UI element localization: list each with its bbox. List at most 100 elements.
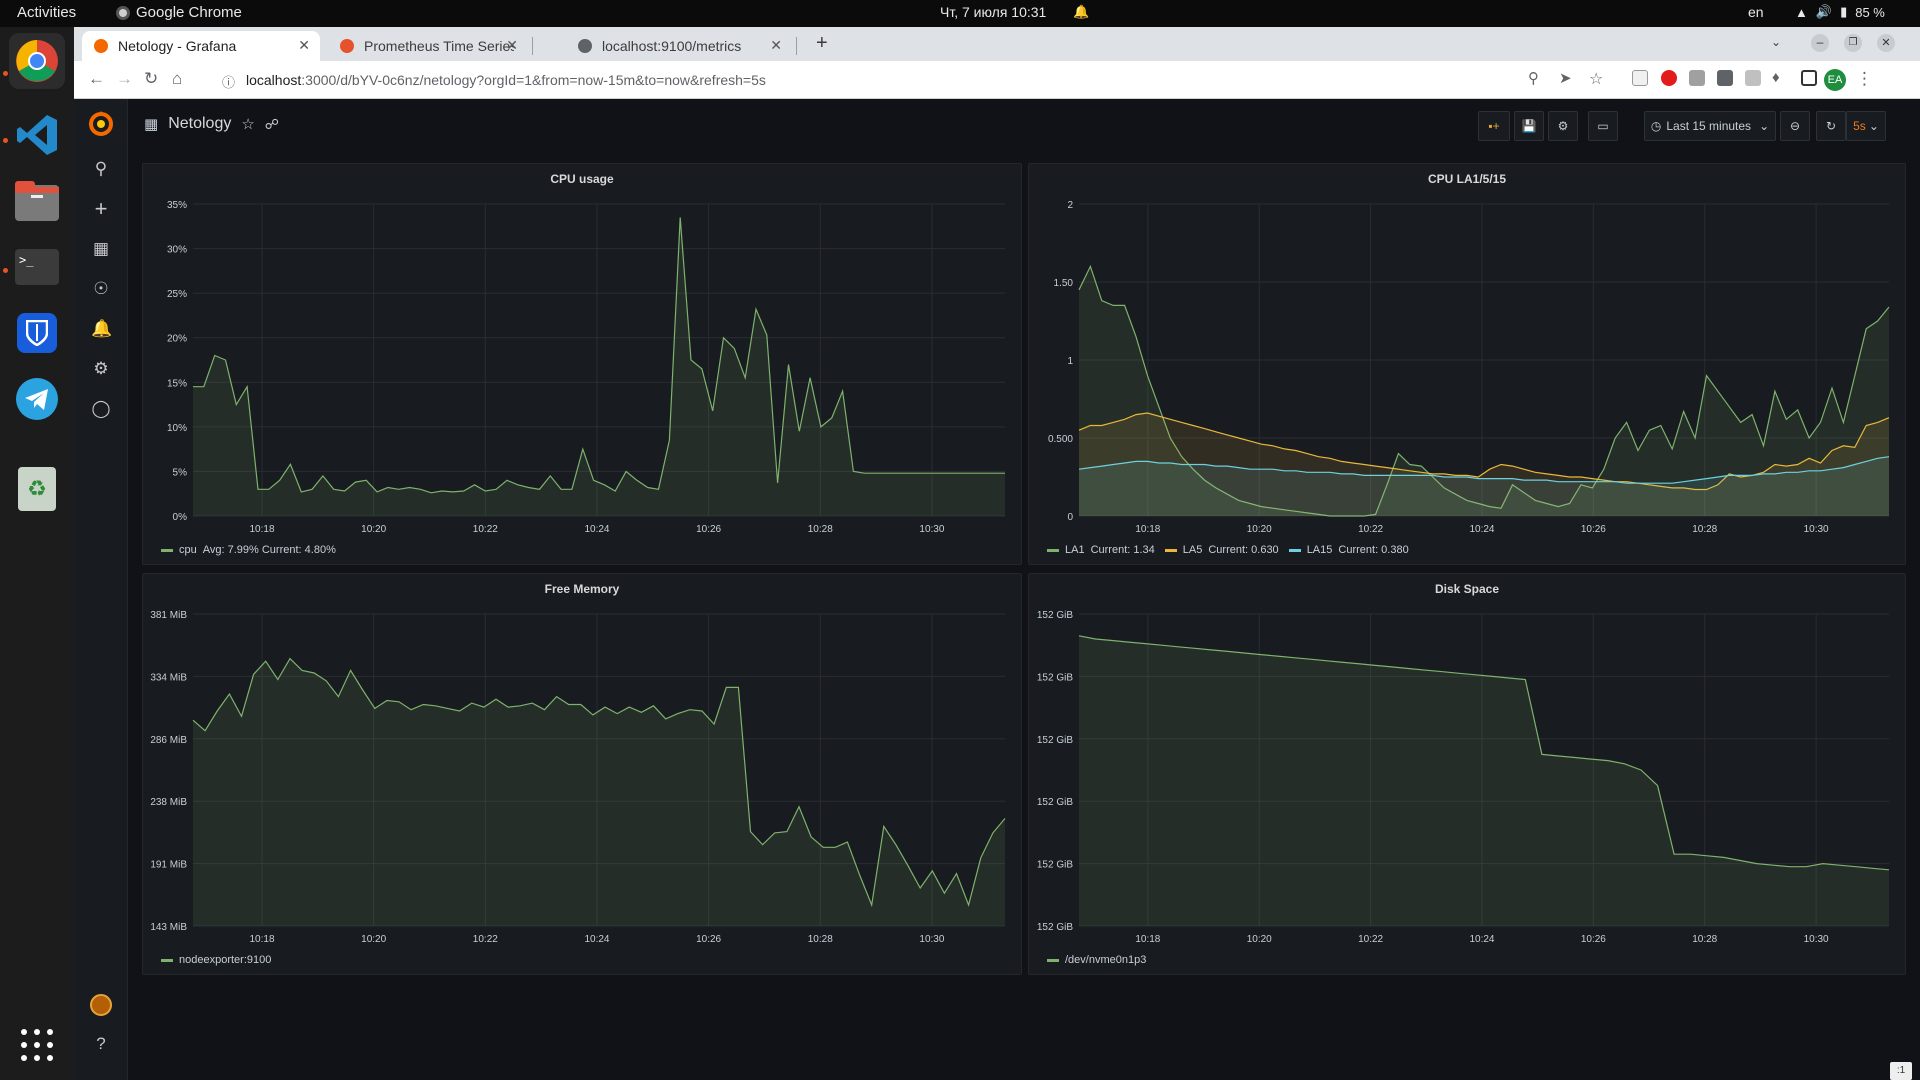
series-line[interactable] <box>193 217 1005 494</box>
opera-ext-icon[interactable] <box>1661 70 1677 86</box>
terminal-icon[interactable]: >_ <box>9 239 65 295</box>
explore-compass-icon[interactable]: ☉ <box>93 279 109 298</box>
zoom-icon[interactable]: ⚲ <box>1528 70 1539 87</box>
refresh-interval-picker[interactable]: 5s ⌄ <box>1846 111 1886 141</box>
bookmark-star-icon[interactable]: ☆ <box>1589 71 1604 88</box>
series-line[interactable] <box>192 657 1006 908</box>
save-icon: 💾 <box>1521 119 1537 133</box>
grafana-logo-icon[interactable] <box>87 109 115 137</box>
tv-mode-button[interactable]: ▭ <box>1588 111 1618 141</box>
send-tab-icon[interactable]: ➤ <box>1559 70 1572 87</box>
clock[interactable]: Чт, 7 июля 10:31 <box>940 4 1047 20</box>
dashboards-icon[interactable]: ▦ <box>92 239 110 258</box>
reload-icon[interactable]: ↻ <box>144 69 159 88</box>
legend-item[interactable]: LA1 Current: 1.34 <box>1047 544 1155 556</box>
panel-disk-space[interactable]: Disk Space 152 GiB 152 GiB 152 GiB 152 GiB 1… <box>1028 573 1906 975</box>
keyboard-layout[interactable]: en <box>1748 4 1764 20</box>
refresh-button[interactable]: ↻ <box>1816 111 1846 141</box>
legend-item[interactable]: LA15 Current: 0.380 <box>1288 544 1409 556</box>
bitwarden-ext-icon[interactable] <box>1717 70 1733 86</box>
help-icon[interactable]: ? <box>96 1034 106 1053</box>
system-tray[interactable]: ▲ 🔊 ▮ 85 % <box>1795 4 1885 20</box>
close-tab-icon[interactable]: ✕ <box>298 37 310 53</box>
save-dashboard-button[interactable]: 💾 <box>1514 111 1544 141</box>
panel-free-memory[interactable]: Free Memory 143 MiB 191 MiB 238 MiB 286 MiB… <box>142 573 1022 975</box>
forward-icon[interactable]: → <box>116 69 133 88</box>
server-admin-shield-icon[interactable]: ◯ <box>91 399 111 418</box>
restore-window-icon[interactable]: ❐ <box>1844 34 1862 52</box>
user-avatar[interactable] <box>90 994 112 1016</box>
legend-swatch <box>1047 548 1059 552</box>
home-icon[interactable]: ⌂ <box>172 69 183 88</box>
extensions-puzzle-icon[interactable]: ♦ <box>1772 69 1780 86</box>
search-icon[interactable]: ⚲ <box>94 159 108 178</box>
tab-search-icon[interactable]: ⌄ <box>1771 35 1782 49</box>
tab-grafana[interactable]: Netology - Grafana ✕ <box>82 31 320 61</box>
panel-title[interactable]: Free Memory <box>544 582 620 596</box>
star-icon[interactable]: ☆ <box>241 116 255 133</box>
disk-space-chart[interactable]: 152 GiB 152 GiB 152 GiB 152 GiB 152 GiB 152 G… <box>1029 574 1907 976</box>
app-menu[interactable]: Google Chrome <box>116 4 242 21</box>
new-tab-icon[interactable]: + <box>816 32 828 54</box>
close-tab-icon[interactable]: ✕ <box>770 37 782 53</box>
add-panel-button[interactable]: ▪+ <box>1478 111 1510 141</box>
show-apps-icon[interactable] <box>9 1017 65 1073</box>
telegram-icon[interactable] <box>9 371 65 427</box>
panel-title[interactable]: CPU LA1/5/15 <box>1427 172 1507 186</box>
panel-cpu-usage[interactable]: CPU usage 0% 5% 10% 15% 20% 25% 30% 35% 10:18 10:… <box>142 163 1022 565</box>
legend-item[interactable]: LA5 Current: 0.630 <box>1164 544 1279 556</box>
bitwarden-icon[interactable] <box>9 305 65 361</box>
address-bar[interactable]: ⓘ localhost:3000/d/bYV-0c6nz/netology?or… <box>210 66 1490 94</box>
zoom-out-button[interactable]: ⊖ <box>1780 111 1810 141</box>
y-tick-label: 5% <box>173 467 188 478</box>
legend-stats: Current: 0.380 <box>1338 544 1409 556</box>
trash-icon[interactable]: ♻ <box>9 461 65 517</box>
configuration-gear-icon[interactable]: ⚙ <box>93 359 109 378</box>
close-window-icon[interactable]: ✕ <box>1877 34 1895 52</box>
series-line[interactable] <box>1078 635 1890 871</box>
y-tick-label: 286 MiB <box>150 735 187 746</box>
legend-item[interactable]: nodeexporter:9100 <box>161 954 271 966</box>
files-icon[interactable] <box>9 173 65 229</box>
cpu-la-chart[interactable]: 0 0.500 1 1.50 2 10:18 10:20 10:22 10:24 10:26 10:… <box>1029 164 1907 566</box>
panel-title[interactable]: Disk Space <box>1434 582 1500 596</box>
x-tick-label: 10:28 <box>808 524 833 535</box>
side-panel-icon[interactable] <box>1801 70 1817 86</box>
series-line[interactable] <box>1078 264 1890 517</box>
url-text[interactable]: localhost:3000/d/bYV-0c6nz/netology?orgI… <box>246 72 766 88</box>
free-memory-chart[interactable]: 143 MiB 191 MiB 238 MiB 286 MiB 334 MiB 381 M… <box>143 574 1023 976</box>
tab-metrics[interactable]: localhost:9100/metrics ✕ <box>566 31 792 61</box>
vscode-icon[interactable] <box>9 107 65 163</box>
app-name-label: Google Chrome <box>136 4 242 21</box>
share-icon[interactable]: ☍ <box>264 115 279 132</box>
tab-prometheus[interactable]: Prometheus Time Series C ✕ <box>328 31 528 61</box>
panel-title[interactable]: CPU usage <box>550 172 614 186</box>
close-tab-icon[interactable]: ✕ <box>506 37 518 53</box>
cpu-usage-chart[interactable]: 0% 5% 10% 15% 20% 25% 30% 35% 10:18 10:20 10:22 10:… <box>143 164 1023 566</box>
activities-button[interactable]: Activities <box>17 4 77 21</box>
legend-item[interactable]: /dev/nvme0n1p3 <box>1047 954 1146 966</box>
back-icon[interactable]: ← <box>88 69 105 88</box>
legend-item[interactable]: cpu Avg: 7.99% Current: 4.80% <box>161 544 336 556</box>
y-tick-label: 1 <box>1067 356 1073 367</box>
chrome-icon[interactable] <box>9 33 65 89</box>
extension-icon[interactable] <box>1632 70 1648 86</box>
alerting-bell-icon[interactable]: 🔔 <box>91 319 113 338</box>
profile-avatar[interactable]: EA <box>1824 69 1846 91</box>
panel-cpu-la[interactable]: CPU LA1/5/15 0 0.500 1 1.50 2 10:18 10:20 10:22… <box>1028 163 1906 565</box>
extension-icon[interactable] <box>1689 70 1705 86</box>
series-line[interactable] <box>1078 456 1890 484</box>
minimize-window-icon[interactable]: – <box>1811 34 1829 52</box>
y-tick-label: 1.50 <box>1054 278 1074 289</box>
site-info-icon[interactable]: ⓘ <box>222 75 236 90</box>
chrome-menu-icon[interactable]: ⋮ <box>1856 69 1873 88</box>
time-picker-button[interactable]: ◷ Last 15 minutes ⌄ <box>1644 111 1776 141</box>
dashboard-settings-button[interactable]: ⚙ <box>1548 111 1578 141</box>
create-icon[interactable]: + <box>94 196 108 221</box>
chevron-down-icon: ⌄ <box>1759 119 1770 133</box>
extension-icon[interactable] <box>1745 70 1761 86</box>
legend-swatch <box>1164 548 1177 552</box>
dashboard-grid-icon: ▦ <box>144 116 159 133</box>
refresh-interval-label: 5s <box>1853 119 1866 133</box>
dashboard-title[interactable]: Netology <box>168 115 232 132</box>
